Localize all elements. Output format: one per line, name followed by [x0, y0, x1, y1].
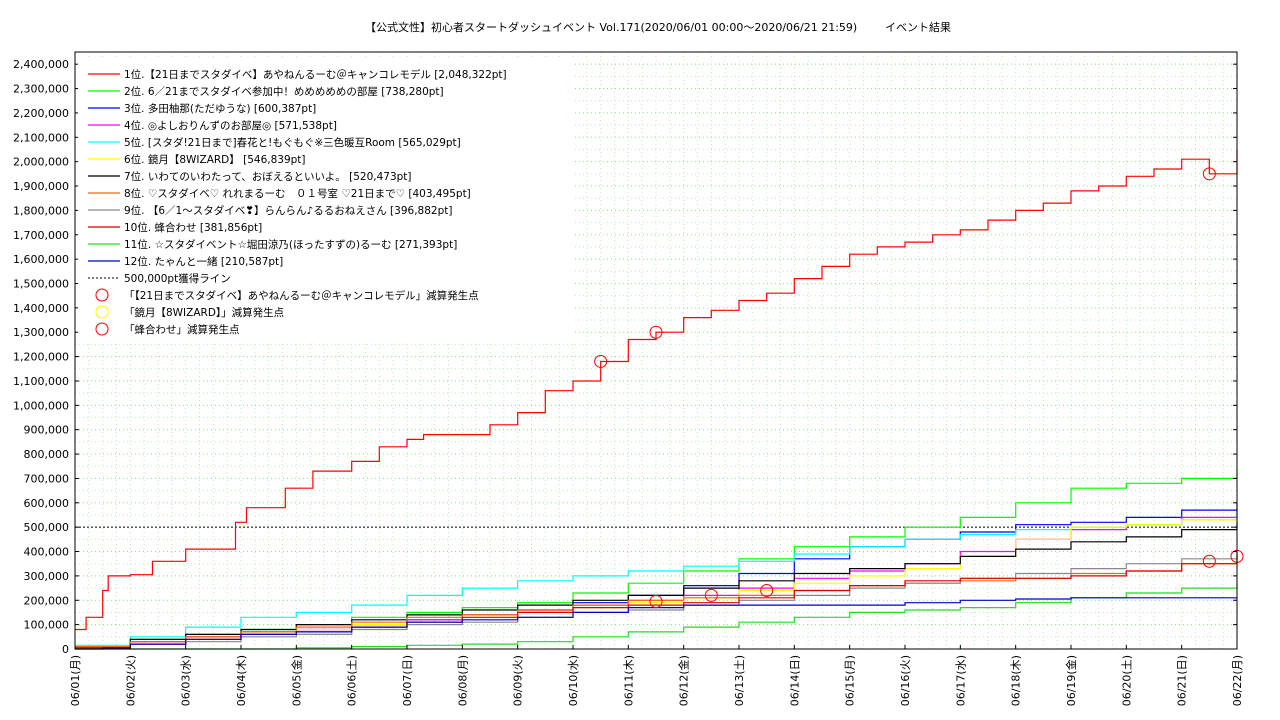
y-tick-label: 100,000	[24, 619, 70, 632]
y-tick-label: 1,300,000	[13, 326, 69, 339]
x-tick-label: 06/07(日)	[401, 655, 414, 706]
x-tick-label: 06/02(火)	[124, 655, 137, 706]
series-group	[75, 149, 1238, 650]
x-tick-label: 06/11(木)	[622, 655, 635, 706]
x-tick-label: 06/16(火)	[899, 655, 912, 706]
legend-marker-2	[95, 305, 109, 319]
legend-label-6: 6位. 鏡月【8WIZARD】 [546,839pt]	[124, 153, 306, 166]
x-tick-label: 06/19(金)	[1064, 655, 1078, 706]
legend-label-11: 11位. ☆スタダイベント☆堀田涼乃(ほったすずの)るーむ [271,393pt…	[124, 238, 457, 251]
legend-label-10: 10位. 蜂合わせ [381,856pt]	[124, 221, 262, 234]
legend-label-5: 5位. [スタダ!21日まで]春花と!もぐもぐ※三色暖互Room [565,02…	[124, 136, 461, 149]
y-tick-label: 500,000	[24, 521, 70, 534]
x-tick-label: 06/13(土)	[733, 655, 746, 706]
y-tick-label: 0	[62, 643, 69, 656]
legend-label-4: 4位. ◎よしおりんずのお部屋◎ [571,538pt]	[124, 119, 337, 132]
y-tick-label: 1,200,000	[13, 351, 69, 364]
legend-marker-label-2: 「鏡月【8WIZARD】」減算発生点	[124, 306, 284, 319]
y-tick-label: 1,100,000	[13, 375, 69, 388]
legend-box	[78, 60, 574, 344]
series-line-6	[75, 515, 1238, 649]
x-tick-label: 06/08(月)	[456, 655, 469, 706]
x-tick-label: 06/05(金)	[289, 655, 303, 706]
legend-label-1: 1位.【21日までスタダイベ】あやねんるーむ＠キャンコレモデル [2,048,3…	[124, 68, 507, 81]
legend-marker-label-1: 「【21日までスタダイベ】あやねんるーむ＠キャンコレモデル」減算発生点	[124, 289, 479, 302]
y-tick-label: 1,800,000	[13, 204, 69, 217]
x-tick-label: 06/17(水)	[954, 655, 967, 706]
legend-label-3: 3位. 多田柚那(ただゆうな) [600,387pt]	[124, 102, 316, 115]
x-tick-label: 06/18(木)	[1010, 655, 1023, 706]
legend-label-12: 12位. たゃんと一緒 [210,587pt]	[124, 255, 283, 268]
y-tick-label: 1,700,000	[13, 229, 69, 242]
x-tick-label: 06/14(日)	[788, 655, 801, 706]
y-tick-label: 2,400,000	[13, 58, 69, 71]
series-line-2	[75, 469, 1238, 648]
y-tick-label: 1,400,000	[13, 302, 69, 315]
y-tick-label: 900,000	[24, 424, 70, 437]
marker-1-3	[1202, 167, 1216, 181]
legend-marker-3	[95, 322, 109, 336]
y-tick-label: 2,100,000	[13, 131, 69, 144]
legend-label-8: 8位. ♡スタダイベ♡ れれまるーむ ０１号室 ♡21日まで♡ [403,495…	[124, 187, 471, 200]
y-tick-label: 1,000,000	[13, 399, 69, 412]
x-tick-label: 06/21(日)	[1176, 655, 1189, 706]
x-tick-label: 06/12(金)	[677, 655, 691, 706]
y-tick-label: 600,000	[24, 497, 70, 510]
marker-3-1	[649, 594, 663, 608]
x-tick-label: 06/15(月)	[844, 655, 857, 706]
y-tick-label: 1,500,000	[13, 277, 69, 290]
marker-3-2	[704, 588, 718, 602]
legend-label-7: 7位. いわてのいわたって、おぼえるといいよ。 [520,473pt]	[124, 170, 412, 183]
y-tick-label: 2,000,000	[13, 156, 69, 169]
y-tick-label: 1,900,000	[13, 180, 69, 193]
x-tick-label: 06/04(木)	[235, 655, 248, 706]
legend-label-2: 2位. 6／21までスタダイベ参加中！めめめめめの部屋 [738,280pt]	[124, 85, 444, 98]
series-line-12	[75, 597, 1238, 650]
legend: 1位.【21日までスタダイベ】あやねんるーむ＠キャンコレモデル [2,048,3…	[88, 68, 507, 336]
x-tick-label: 06/06(土)	[346, 655, 359, 706]
y-tick-label: 2,200,000	[13, 107, 69, 120]
marker-3-4	[1202, 554, 1216, 568]
legend-marker-1	[95, 288, 109, 302]
marker-1-1	[594, 354, 608, 368]
marker-1-2	[649, 325, 663, 339]
x-tick-label: 06/22(月)	[1231, 655, 1244, 706]
legend-label-9: 9位. 【6／1〜スタダイベ❣】らんらん♪るるおねえさん [396,882pt]	[124, 204, 452, 217]
legend-marker-label-3: 「蜂合わせ」減算発生点	[124, 323, 240, 336]
y-tick-label: 700,000	[24, 472, 70, 485]
series-line-1	[75, 149, 1238, 631]
markers-group	[594, 167, 1244, 608]
series-line-9	[75, 552, 1238, 649]
y-tick-label: 300,000	[24, 570, 70, 583]
y-tick-label: 1,600,000	[13, 253, 69, 266]
legend-label-reference: 500,000pt獲得ライン	[124, 272, 231, 285]
y-tick-label: 400,000	[24, 546, 70, 559]
x-tick-label: 06/09(火)	[512, 655, 525, 706]
x-tick-label: 06/01(月)	[69, 655, 82, 706]
chart-subtitle: イベント結果	[885, 20, 951, 34]
x-tick-label: 06/03(水)	[180, 655, 193, 706]
y-axis: 0 100,000 200,000 300,000 400,000 500,000 600,…	[13, 58, 1237, 656]
x-tick-label: 06/10(水)	[567, 655, 580, 706]
y-tick-label: 800,000	[24, 448, 70, 461]
x-axis: 06/01(月) 06/02(火) 06/03(水) 06/04(木) 06/05(金)…	[69, 645, 1244, 706]
marker-3-3	[760, 584, 774, 598]
x-tick-label: 06/20(土)	[1120, 655, 1133, 706]
y-tick-label: 200,000	[24, 594, 70, 607]
plot-frame	[74, 51, 1238, 650]
y-tick-label: 2,300,000	[13, 83, 69, 96]
chart-title: 【公式文性】初心者スタートダッシュイベント Vol.171(2020/06/01…	[365, 20, 857, 34]
